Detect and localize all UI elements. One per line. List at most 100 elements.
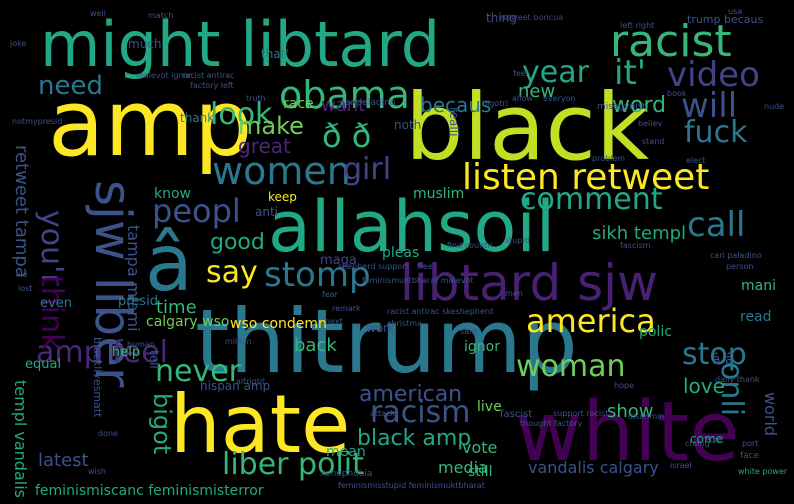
word-remark: remark: [332, 304, 361, 313]
word-pleas: pleas: [382, 245, 420, 261]
word-read: read: [740, 309, 772, 325]
word-hispan-amp: hispan amp: [200, 379, 271, 393]
word-fascist: fascist: [500, 409, 533, 420]
word-allahsoil: allahsoil: [268, 186, 556, 268]
word-men: men: [505, 289, 523, 298]
word-keep: keep: [268, 190, 297, 204]
word-support-racist: support racist: [553, 409, 609, 418]
word-a-circ: â: [145, 219, 193, 309]
word-maga: maga: [320, 253, 357, 268]
word-truth: truth: [246, 94, 266, 103]
word-blacklivesmatt: blacklivesmatt: [91, 337, 104, 418]
word-caripaladino: caripaladino: [340, 98, 396, 108]
word-thing: thing: [486, 11, 517, 25]
word-love: love: [683, 374, 725, 398]
word-that: that': [261, 47, 289, 61]
word-black: black: [405, 74, 650, 181]
word-xenophobia: xenophobia: [320, 469, 373, 479]
word-feminismiscanc: feminismiscanc feminismisterror: [35, 483, 264, 499]
word-call: call: [687, 205, 746, 245]
word-feminismuktbharat-malevot: feminismuktbharat malevot: [362, 276, 474, 285]
word-american: american: [359, 382, 463, 407]
word-feel: feel: [513, 69, 528, 78]
word-lie: lie: [18, 270, 28, 279]
word-wso-condemn: wso condemn: [230, 316, 327, 332]
word-thank: thank: [180, 111, 215, 125]
word-liber-polit: liber polit: [222, 447, 364, 482]
word-will: will: [681, 86, 738, 126]
word-work: work: [366, 321, 396, 335]
word-human: human: [127, 340, 155, 349]
word-look: look: [210, 97, 273, 132]
word-nude: nude: [764, 102, 785, 111]
word-fuck: fuck: [684, 115, 748, 150]
word-world: world: [761, 392, 780, 437]
word-believ: believ: [638, 119, 663, 128]
word-black-amp: black amp: [357, 426, 472, 451]
word-even: even: [40, 296, 72, 311]
word-tampa-miami: tampa miami: [124, 225, 143, 332]
word-next: next: [325, 317, 343, 326]
word-tell: tell: [147, 350, 161, 369]
word-presid: presid: [118, 294, 158, 309]
word-women: women: [212, 149, 351, 193]
word-stupid: stupid: [505, 236, 530, 245]
word-it: it': [614, 53, 647, 93]
word-racist: racist: [610, 16, 732, 67]
word-factory-left: factory left: [190, 81, 234, 90]
word-attack: attack: [370, 409, 396, 418]
word-person: person: [726, 262, 754, 271]
word-discrimin: discrimin: [628, 412, 665, 421]
word-hate: hate: [170, 378, 351, 471]
word-good: good: [210, 230, 265, 255]
word-media: media: [438, 458, 488, 477]
word-polic: polic: [639, 324, 672, 340]
word-want: want: [321, 95, 366, 116]
word-equal: equal: [25, 357, 62, 372]
word-bigot: bigot: [148, 393, 176, 455]
word-back: back: [294, 335, 337, 356]
word-onli: onli: [714, 362, 749, 417]
word-much: much: [128, 37, 162, 51]
word-christma: christma: [387, 319, 422, 328]
word-mean: mean: [326, 444, 366, 460]
word-vandalis-calgary: vandalis calgary: [528, 458, 659, 477]
word-cari-paladino: cari paladino: [710, 251, 762, 260]
word-israel: israel: [670, 461, 692, 470]
word-come: come: [690, 432, 724, 446]
word-thitrump: thitrump: [195, 290, 578, 393]
word-show: show: [607, 401, 654, 422]
word-know: know: [154, 186, 191, 202]
word-retweet-tampa: retweet tampa: [11, 145, 32, 278]
word-eth: ð ð: [322, 117, 372, 155]
word-vote: vote: [462, 438, 498, 457]
word-muslim: muslim: [413, 186, 465, 202]
word-book: book: [667, 89, 687, 98]
word-find-countri: find countri: [447, 241, 493, 250]
word-becaus: becaus: [420, 93, 492, 117]
word-amp: amp: [48, 70, 253, 177]
word-wish: wish: [88, 467, 107, 476]
word-peopl: peopl: [152, 192, 241, 230]
word-america: america: [526, 302, 656, 340]
word-well: well: [90, 9, 106, 18]
word-amp-feel: amp feel: [36, 335, 168, 370]
word-stomp: stomp: [264, 255, 371, 295]
word-stop: stop: [682, 337, 747, 372]
word-never: never: [155, 354, 242, 389]
word-daily-thank: daily thank: [715, 375, 760, 384]
word-allow: allow: [512, 94, 533, 103]
word-racism: racism: [370, 395, 471, 430]
word-trump-becaus: trump becaus: [687, 13, 764, 26]
word-libtard-sjw: libtard sjw: [400, 254, 658, 312]
word-said: said: [460, 327, 477, 336]
word-realli: realli: [447, 107, 461, 137]
word-fear: fear: [322, 290, 338, 299]
word-million: million: [225, 337, 252, 346]
word-altright: altright: [236, 377, 266, 386]
word-racist-antirac: racist antirac: [182, 71, 235, 80]
word-noth: noth: [394, 118, 422, 132]
word-need: need: [38, 71, 103, 101]
word-listen-retweet: listen retweet: [462, 157, 710, 198]
